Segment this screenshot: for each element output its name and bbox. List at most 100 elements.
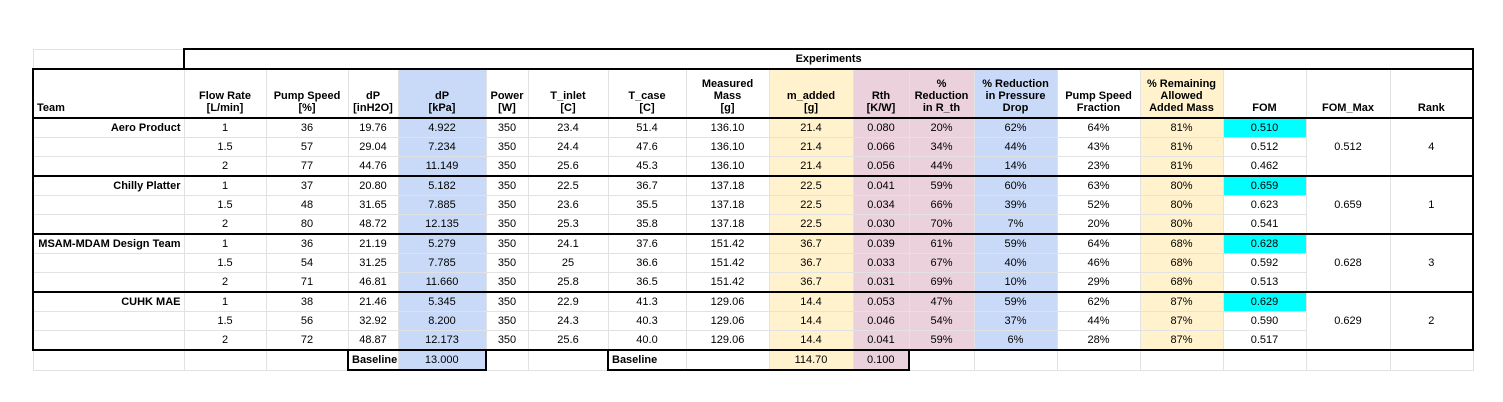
empty-cell <box>32 349 185 371</box>
data-cell: 0.046 <box>852 311 910 331</box>
data-cell: 25.8 <box>527 272 609 293</box>
data-cell: 44.76 <box>347 156 399 177</box>
data-cell: 20% <box>1056 214 1141 235</box>
data-cell: 37% <box>973 311 1058 331</box>
data-cell: 137.18 <box>685 214 770 235</box>
data-cell: 350 <box>485 214 529 235</box>
data-cell: 14.4 <box>768 311 854 331</box>
data-cell: 31.65 <box>347 195 399 215</box>
data-cell: 40% <box>973 253 1058 273</box>
data-cell: 22.5 <box>768 195 854 215</box>
data-cell: 151.42 <box>685 233 770 254</box>
data-cell: 350 <box>485 156 529 177</box>
team-name <box>32 214 185 235</box>
data-cell: 4.922 <box>397 117 487 138</box>
data-cell: 29.04 <box>347 137 399 157</box>
data-cell: 36.5 <box>607 272 687 293</box>
baseline-label: Baseline <box>607 349 687 371</box>
data-cell: 0.541 <box>1222 214 1307 235</box>
column-header: dP [inH2O] <box>347 68 399 119</box>
data-cell: 68% <box>1139 233 1224 254</box>
data-cell: 45.3 <box>607 156 687 177</box>
data-cell: 5.279 <box>397 233 487 254</box>
data-cell: 87% <box>1139 330 1224 351</box>
data-cell: 20% <box>908 117 975 138</box>
data-cell: 0.592 <box>1222 253 1307 273</box>
data-cell: 7.785 <box>397 253 487 273</box>
data-cell: 350 <box>485 233 529 254</box>
data-cell: 40.0 <box>607 330 687 351</box>
data-cell: 137.18 <box>685 175 770 196</box>
team-name: MSAM-MDAM Design Team <box>32 233 185 254</box>
data-cell: 44% <box>908 156 975 177</box>
data-cell: 66% <box>908 195 975 215</box>
data-cell: 0.623 <box>1222 195 1307 215</box>
data-cell: 36.7 <box>768 233 854 254</box>
data-cell: 21.46 <box>347 291 399 312</box>
data-cell: 1 <box>183 175 267 196</box>
data-cell: 0.512 <box>1222 137 1307 157</box>
data-cell: 0.039 <box>852 233 910 254</box>
empty-cell <box>1056 349 1141 371</box>
data-row: Aero Product 1 36 19.76 4.922 350 23.4 51.4 136.… <box>32 117 1475 177</box>
data-cell: 7% <box>973 214 1058 235</box>
data-cell: 1 <box>183 233 267 254</box>
data-cell: 62% <box>1056 291 1141 312</box>
data-cell: 350 <box>485 272 529 293</box>
data-cell: 129.06 <box>685 291 770 312</box>
baseline-value: 13.000 <box>397 349 487 371</box>
data-cell: 1.5 <box>183 195 267 215</box>
fom-max: 0.512 <box>1305 117 1391 177</box>
data-cell: 129.06 <box>685 330 770 351</box>
data-cell: 43% <box>1056 137 1141 157</box>
team-name <box>32 272 185 293</box>
data-cell: 350 <box>485 195 529 215</box>
data-cell: 46.81 <box>347 272 399 293</box>
team-name: CUHK MAE <box>32 291 185 312</box>
data-cell: 59% <box>908 330 975 351</box>
data-cell: 29% <box>1056 272 1141 293</box>
baseline-value: 114.70 <box>768 349 854 371</box>
data-cell: 37.6 <box>607 233 687 254</box>
data-cell: 7.885 <box>397 195 487 215</box>
data-cell: 1 <box>183 291 267 312</box>
data-cell: 70% <box>908 214 975 235</box>
column-header: Rank <box>1389 68 1475 119</box>
data-cell: 57 <box>265 137 349 157</box>
empty-cell <box>265 349 349 371</box>
data-cell: 0.053 <box>852 291 910 312</box>
data-cell: 350 <box>485 117 529 138</box>
column-header: % Reduction in Pressure Drop <box>973 68 1058 119</box>
data-cell: 46% <box>1056 253 1141 273</box>
data-cell: 0.659 <box>1222 175 1307 196</box>
data-cell: 350 <box>485 253 529 273</box>
data-cell: 1.5 <box>183 253 267 273</box>
column-header: Power [W] <box>485 68 529 119</box>
baseline-label: Baseline <box>347 349 399 371</box>
data-cell: 0.034 <box>852 195 910 215</box>
data-cell: 2 <box>183 214 267 235</box>
data-cell: 36.7 <box>768 253 854 273</box>
data-cell: 0.462 <box>1222 156 1307 177</box>
data-cell: 54 <box>265 253 349 273</box>
spreadsheet: Experiments Team Flow Rate [L/min] Pump Spe… <box>32 48 1475 371</box>
data-cell: 12.135 <box>397 214 487 235</box>
empty-cell <box>32 48 185 70</box>
data-row: 1.5 48 31.65 7.885 350 23.6 35.5 137.18 22.5 0.03… <box>32 195 1473 215</box>
data-row: MSAM-MDAM Design Team 1 36 21.19 5.279 350 24.… <box>32 233 1475 293</box>
data-cell: 62% <box>973 117 1058 138</box>
data-cell: 11.149 <box>397 156 487 177</box>
rank: 4 <box>1389 117 1475 177</box>
data-cell: 22.5 <box>768 214 854 235</box>
data-cell: 25.3 <box>527 214 609 235</box>
data-cell: 64% <box>1056 233 1141 254</box>
data-cell: 36.7 <box>768 272 854 293</box>
empty-cell <box>908 349 975 371</box>
data-cell: 0.030 <box>852 214 910 235</box>
column-header: FOM_Max <box>1305 68 1391 119</box>
fom-max: 0.628 <box>1305 233 1391 293</box>
data-cell: 87% <box>1139 311 1224 331</box>
data-cell: 25 <box>527 253 609 273</box>
data-cell: 23.4 <box>527 117 609 138</box>
